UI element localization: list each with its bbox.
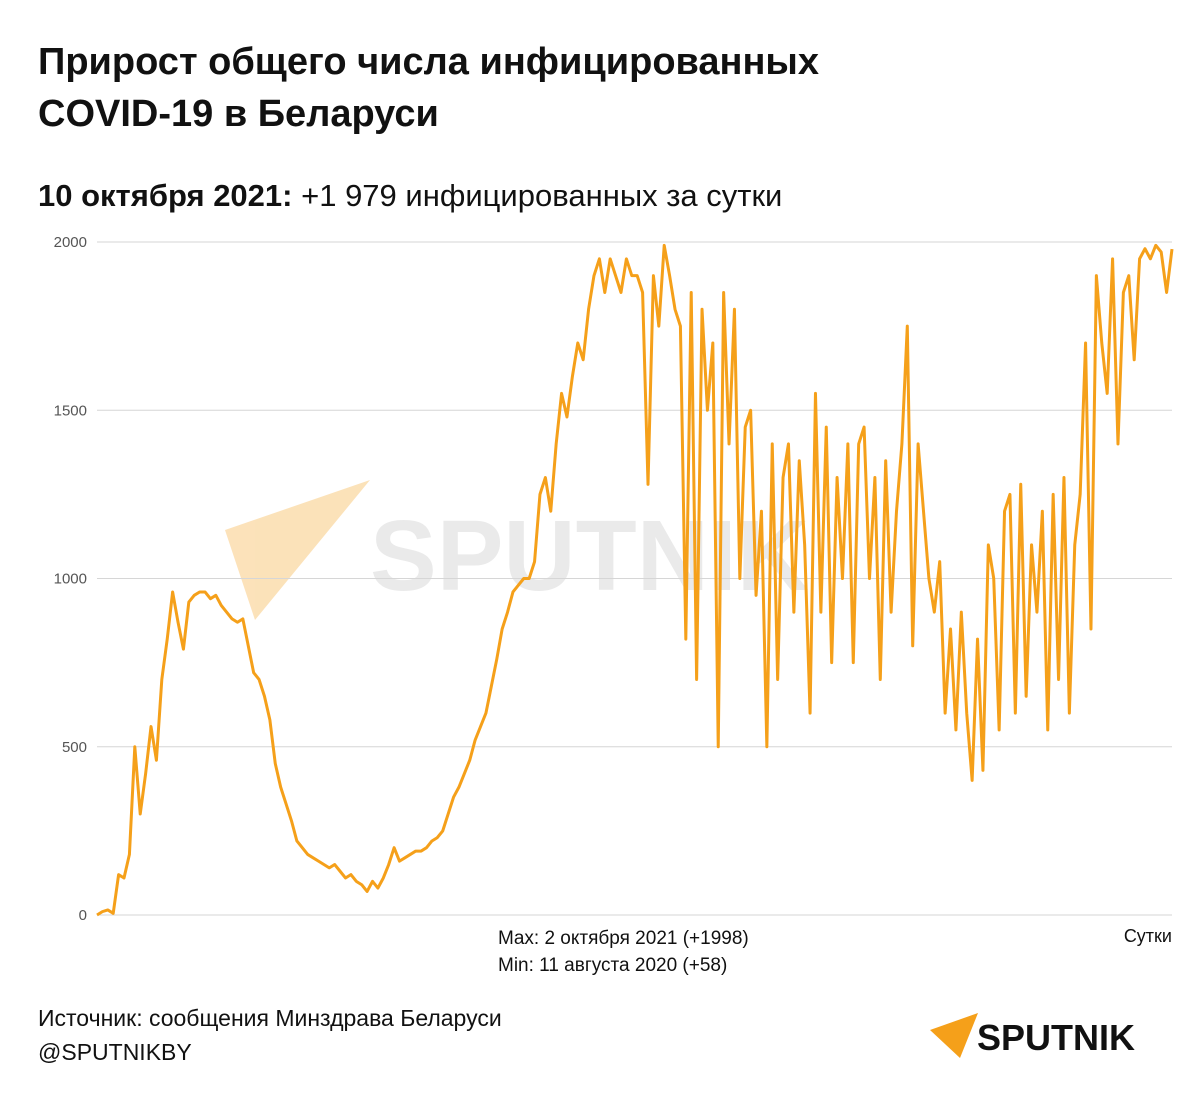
- y-tick-label: 1500: [54, 402, 87, 419]
- watermark-text: SPUTNIK: [370, 500, 809, 612]
- y-tick-label: 0: [79, 907, 87, 924]
- watermark-icon: [225, 480, 370, 620]
- line: [96, 243, 1174, 917]
- y-tick-label: 2000: [54, 234, 87, 251]
- x-axis-label: Сутки: [1124, 926, 1172, 946]
- subtitle-text: +1 979 инфицированных за сутки: [301, 178, 782, 213]
- annotation: Min: 11 августа 2020 (+58): [498, 955, 727, 976]
- watermark: SPUTNIK: [225, 480, 809, 620]
- logo-icon: [930, 1013, 978, 1058]
- subtitle: 10 октября 2021: +1 979 инфицированных з…: [38, 178, 782, 213]
- y-tick-label: 1000: [54, 571, 87, 588]
- subtitle-date: 10 октября 2021:: [38, 178, 292, 213]
- handle: @SPUTNIKBY: [38, 1039, 192, 1065]
- plot: 0 500 1000 1500 2000: [54, 234, 1174, 924]
- chart-title: COVID-19 в Беларуси: [38, 93, 439, 135]
- annotation: Max: 2 октября 2021 (+1998): [498, 928, 749, 949]
- y-tick-label: 500: [62, 739, 87, 756]
- logo: SPUTNIK: [977, 1017, 1135, 1058]
- source: Источник: сообщения Минздрава Беларуси: [38, 1005, 502, 1031]
- chart-title: Прирост общего числа инфицированных: [38, 41, 819, 83]
